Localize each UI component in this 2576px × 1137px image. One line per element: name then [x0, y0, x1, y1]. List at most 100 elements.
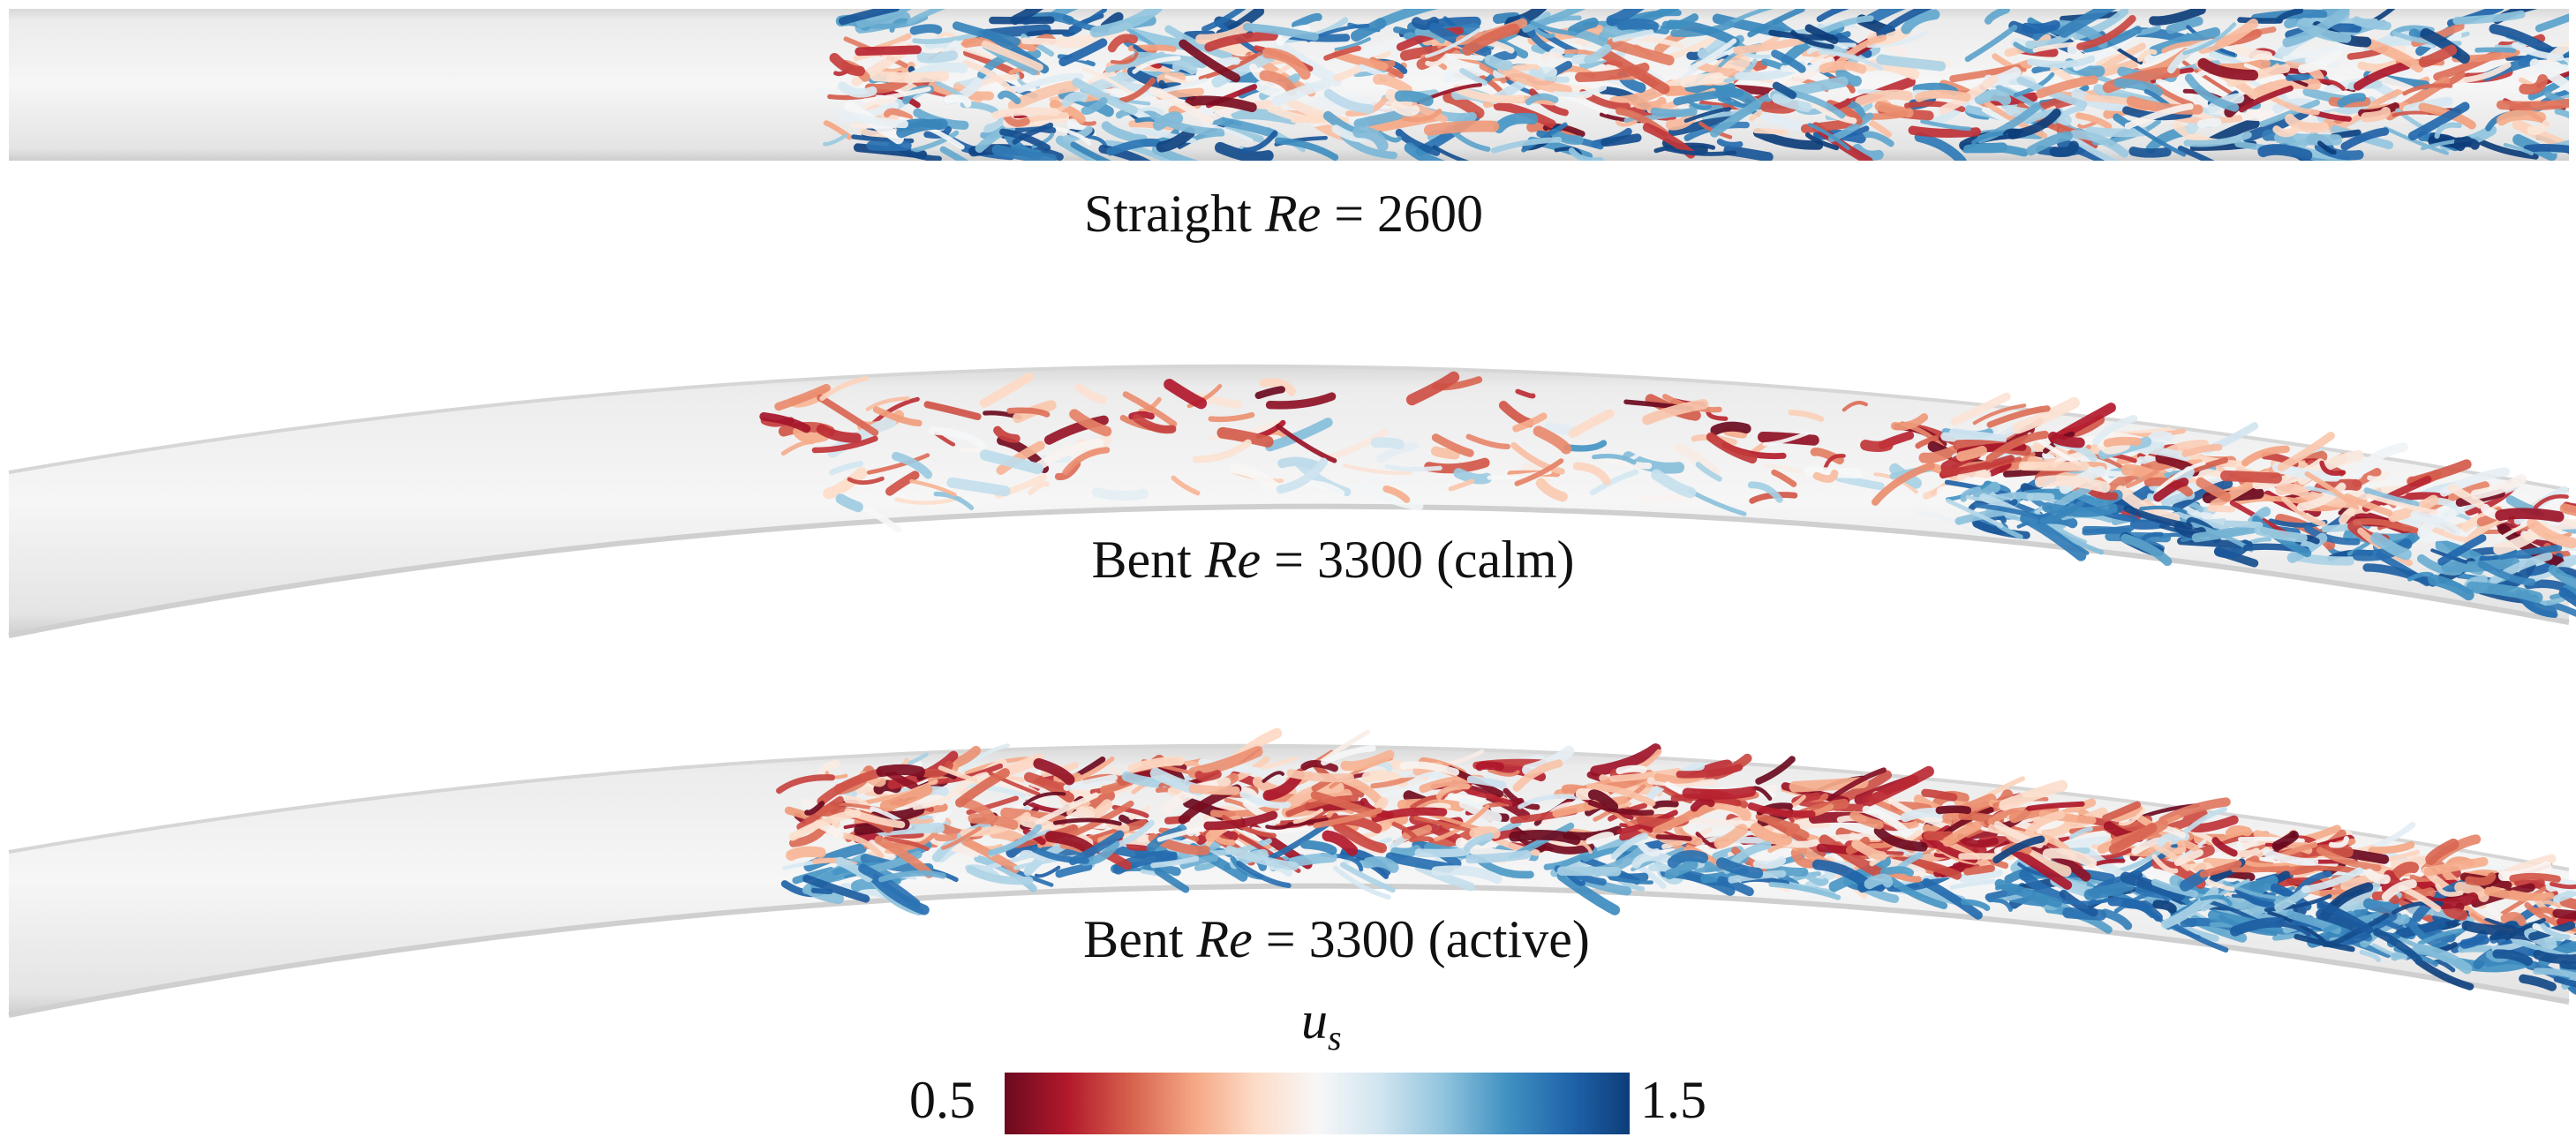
vortex-structure [1370, 437, 1405, 450]
vortex-structure [1060, 26, 1082, 37]
vortex-structure [1972, 481, 2000, 503]
vortex-structure [2172, 479, 2233, 513]
vortex-structure [981, 40, 1043, 72]
vortex-structure [1072, 78, 1138, 115]
vortex-structure [979, 373, 1034, 408]
vortex-structure [1466, 775, 1507, 789]
vortex-structure [1601, 49, 1670, 94]
vortex-structure [1582, 845, 1638, 862]
caption-straight: Straight Re = 2600 [1084, 184, 1483, 245]
vortex-structure [2149, 9, 2206, 26]
caption-active-re: Re [1196, 910, 1253, 968]
vortex-structure [1465, 849, 1532, 864]
vortex-structure [1185, 95, 1257, 113]
vortex-structure [2470, 474, 2527, 500]
vortex-structure [1382, 772, 1441, 798]
vortex-structure [866, 140, 912, 152]
vortex-structure [2442, 903, 2468, 921]
vortex-structure [1069, 9, 1107, 34]
vortex-structure [1053, 817, 1122, 826]
vortex-structure [1935, 805, 1972, 815]
vortex-structure [2207, 504, 2236, 513]
vortex-structure [1275, 424, 1337, 463]
vortex-structure [837, 81, 877, 98]
vortex-structure [1949, 878, 1997, 890]
vortex-structure [2418, 44, 2458, 68]
vortex-structure [1016, 72, 1084, 94]
vortex-structure [2125, 469, 2159, 489]
vortex-structure [907, 9, 946, 26]
vortex-structure [2281, 495, 2326, 527]
vortex-structure [2231, 865, 2291, 873]
vortex-structure [1259, 378, 1296, 396]
vortex-structure [1201, 9, 1247, 33]
vortex-structure [1804, 466, 1863, 478]
vortex-structure [1414, 28, 1446, 44]
vortex-structure [811, 435, 878, 454]
vortex-structure [1723, 145, 1774, 161]
vortex-structure [862, 98, 895, 110]
vortex-structure [1790, 30, 1834, 49]
vortex-structure [2200, 894, 2233, 907]
vortex-structure [1535, 478, 1568, 502]
vortex-structure [912, 787, 959, 810]
vortex-structure [855, 45, 922, 56]
vortex-structure [1274, 137, 1339, 161]
vortex-structure [1819, 60, 1867, 74]
vortex-structure [2021, 19, 2060, 34]
vortex-structure [2557, 911, 2576, 927]
vortex-structure [2137, 49, 2158, 63]
vortex-structure [2049, 140, 2079, 158]
vortex-structure [2124, 102, 2194, 130]
vortex-structure [2232, 44, 2273, 61]
vortex-structure [1711, 797, 1751, 821]
vortex-structure [1860, 440, 1894, 453]
vortex-structure [1695, 462, 1722, 482]
vortex-structure [2196, 117, 2222, 129]
vortex-structure [2366, 493, 2438, 515]
vortex-structure [818, 821, 844, 840]
vortex-structure [1305, 81, 1326, 89]
vortex-structure [1340, 854, 1364, 872]
vortex-structure [2370, 532, 2412, 561]
bent-pipe-active-panel [8, 727, 2576, 1018]
vortex-structure [2489, 552, 2553, 585]
vortex-structure [2038, 809, 2097, 825]
vortex-structure [1321, 745, 1376, 766]
vortex-structure [1900, 807, 1947, 823]
vortex-structure [1358, 481, 1424, 511]
vortex-structure [2151, 854, 2179, 874]
vortex-structure [2509, 890, 2555, 901]
vortex-structure [1790, 847, 1819, 869]
vortex-structure [793, 426, 830, 443]
vortex-structure [1755, 756, 1796, 785]
vortex-structure [1043, 415, 1109, 445]
vortex-structure [1592, 454, 1637, 465]
vortex-structure [1509, 829, 1581, 846]
vortex-structure [776, 774, 835, 794]
vortex-structure [2364, 869, 2391, 885]
vortex-structure [1323, 45, 1361, 61]
vortex-structure [1768, 881, 1842, 900]
vortex-structure [2319, 460, 2346, 476]
vortex-structure [1987, 898, 2013, 912]
vortex-structure [1851, 839, 1887, 861]
vortex-structure [959, 448, 981, 453]
vortex-structure [2020, 513, 2087, 561]
vortex-structure [2362, 563, 2437, 587]
vortex-structure [2453, 137, 2480, 150]
caption-calm-re: Re [1204, 531, 1262, 589]
vortex-structure [960, 743, 1010, 772]
vortex-structure [2523, 143, 2569, 154]
vortex-structure [1385, 88, 1413, 109]
vortex-structure [2048, 431, 2085, 448]
vortex-structure [2533, 968, 2576, 980]
vortex-structure [1872, 462, 1935, 506]
vortex-structure [2552, 908, 2576, 920]
vortex-structure [1682, 786, 1757, 800]
vortex-structure [1139, 78, 1208, 98]
caption-straight-prefix: Straight [1083, 184, 1265, 243]
vortex-structure [1631, 852, 1671, 870]
vortex-structure [1530, 68, 1570, 83]
vortex-structure [933, 491, 975, 510]
